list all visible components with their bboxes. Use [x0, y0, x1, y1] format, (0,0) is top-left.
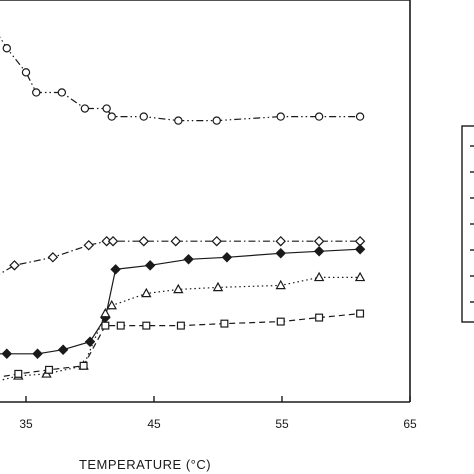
- data-point: [354, 271, 366, 282]
- data-point: [174, 116, 183, 125]
- series-diamond-filled: [0, 243, 366, 360]
- data-point: [315, 313, 324, 322]
- data-point: [79, 361, 88, 370]
- data-point: [116, 321, 125, 330]
- data-point: [106, 299, 117, 310]
- data-point: [21, 68, 31, 77]
- data-point: [9, 260, 20, 271]
- series-layer: [0, 36, 366, 382]
- data-point: [313, 246, 325, 257]
- data-point: [170, 235, 182, 247]
- data-point: [173, 283, 184, 294]
- data-point: [57, 88, 67, 97]
- data-point: [57, 344, 69, 355]
- series-line: [0, 276, 361, 382]
- series-line: [0, 240, 361, 275]
- x-axis-label: TEMPERATURE (°C): [79, 457, 211, 472]
- data-point: [47, 252, 59, 263]
- data-point: [102, 104, 111, 113]
- series-line: [0, 313, 361, 378]
- data-point: [144, 260, 156, 271]
- data-point: [32, 88, 41, 97]
- data-point: [183, 254, 194, 265]
- data-point: [176, 321, 185, 330]
- data-point: [101, 321, 110, 330]
- data-point: [138, 235, 150, 247]
- data-point: [275, 248, 286, 259]
- plot-frame: [0, 0, 411, 403]
- data-point: [80, 104, 90, 113]
- data-point: [84, 336, 96, 347]
- data-point: [276, 112, 285, 121]
- data-point: [45, 365, 54, 374]
- data-point: [110, 264, 121, 275]
- data-point: [314, 112, 324, 121]
- data-point: [2, 44, 12, 53]
- data-point: [14, 369, 23, 378]
- x-tick-label: 55: [275, 417, 289, 431]
- data-point: [107, 235, 119, 247]
- data-point: [275, 235, 286, 247]
- legend: [461, 125, 474, 323]
- x-tick-label: 45: [147, 417, 161, 431]
- data-point: [1, 348, 13, 360]
- x-tick-label: 65: [403, 417, 417, 431]
- data-point: [355, 112, 365, 121]
- data-point: [100, 307, 111, 318]
- data-point: [107, 112, 116, 121]
- data-point: [313, 271, 325, 282]
- x-tick-label: 35: [19, 417, 33, 431]
- data-point: [83, 239, 94, 251]
- data-point: [276, 317, 285, 326]
- data-point: [221, 252, 233, 263]
- data-point: [356, 309, 365, 318]
- series-diamond-open: [0, 235, 366, 275]
- series-circle-open: [0, 36, 365, 125]
- data-point: [139, 112, 148, 121]
- series-line: [0, 248, 361, 355]
- data-point: [32, 348, 43, 360]
- data-point: [211, 235, 222, 247]
- data-point: [141, 287, 152, 298]
- data-point: [275, 279, 286, 290]
- legend-box: [461, 125, 474, 323]
- series-line: [0, 36, 361, 122]
- data-point: [142, 321, 151, 330]
- data-point: [354, 243, 366, 255]
- x-axis: 35 45 55 65: [19, 396, 417, 431]
- data-point: [313, 235, 325, 247]
- data-point: [220, 319, 229, 328]
- data-point: [212, 116, 221, 125]
- data-point: [212, 281, 224, 292]
- series-square-open: [0, 309, 365, 378]
